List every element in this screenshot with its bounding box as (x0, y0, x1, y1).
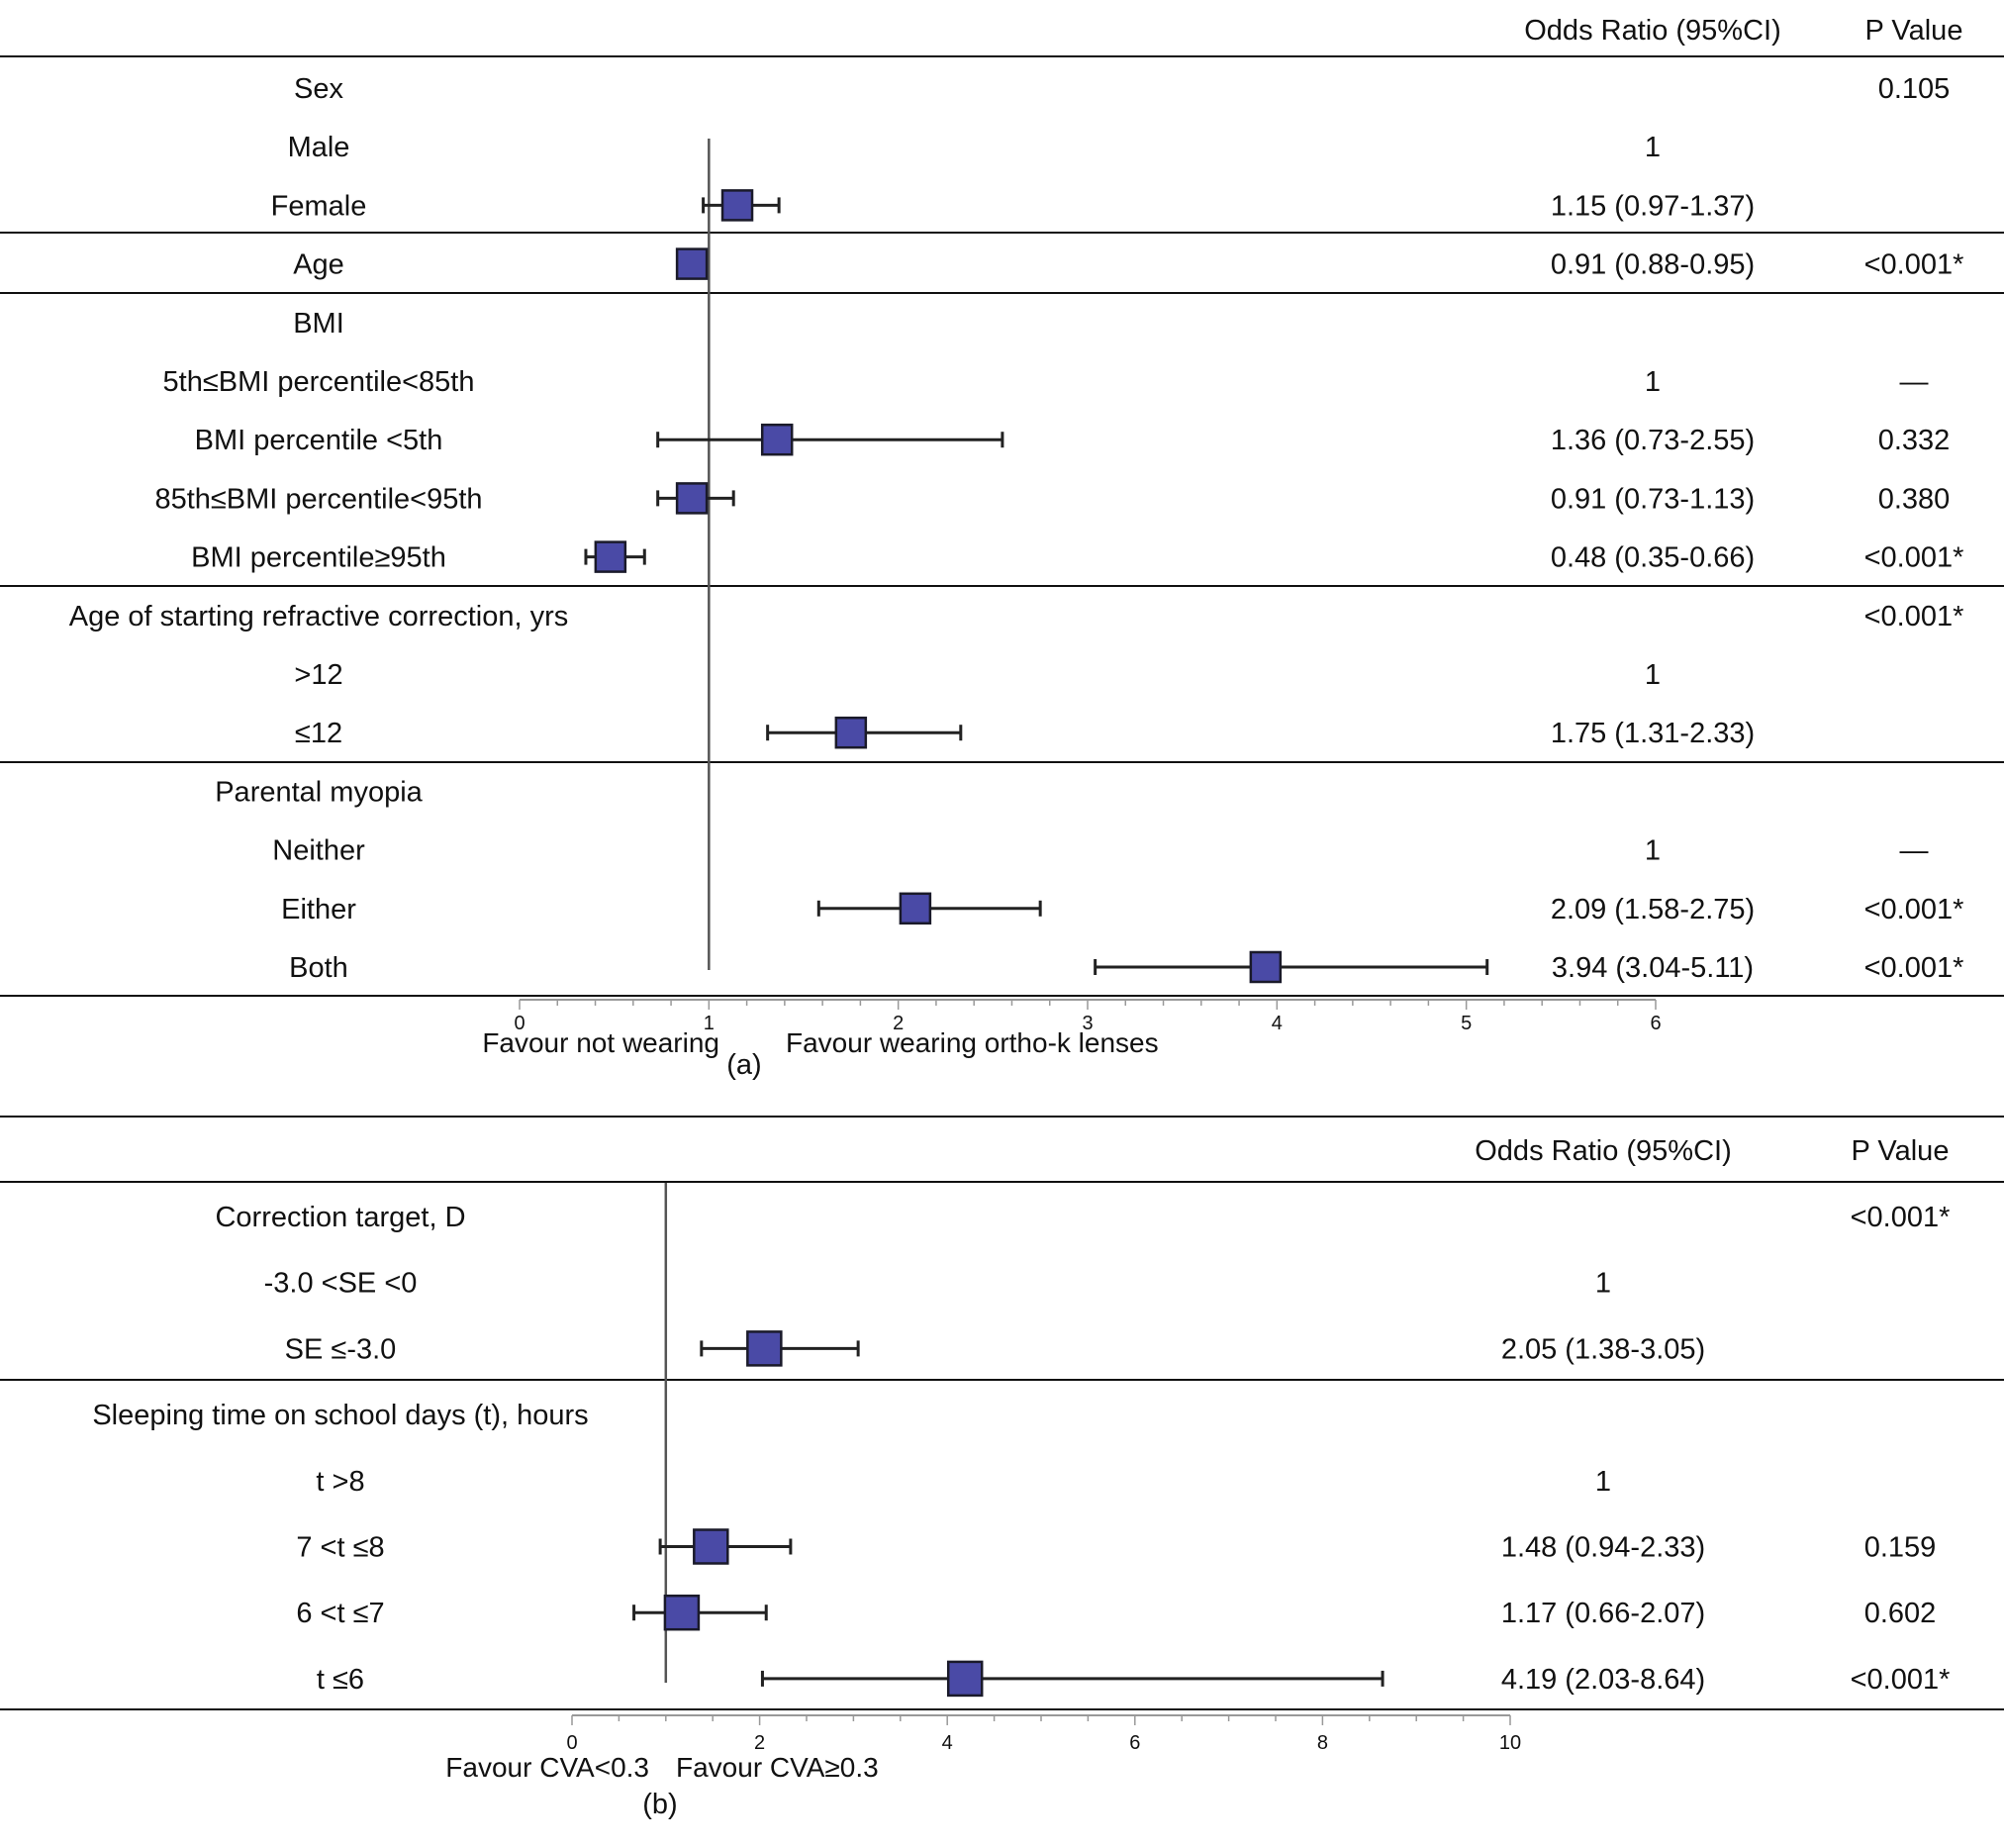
p-value: 0.602 (1864, 1598, 1937, 1629)
odds-ratio-value: 1.15 (0.97-1.37) (1551, 190, 1755, 222)
p-value-header: P Value (1852, 1135, 1950, 1167)
row-label: BMI (293, 308, 344, 340)
x-tick-label: 0 (514, 1013, 525, 1034)
row-label: >12 (294, 659, 342, 691)
p-value: 0.380 (1878, 483, 1951, 515)
favour-left-label: Favour CVA<0.3 (445, 1752, 649, 1783)
odds-ratio-value: 1.17 (0.66-2.07) (1501, 1598, 1705, 1629)
odds-ratio-value: 1 (1595, 1268, 1611, 1300)
p-value: <0.001* (1864, 952, 1964, 984)
odds-ratio-marker (663, 1594, 701, 1631)
odds-ratio-value: 1.48 (0.94-2.33) (1501, 1532, 1705, 1564)
row-label: BMI percentile <5th (195, 425, 443, 456)
favour-right-label: Favour CVA≥0.3 (676, 1752, 879, 1783)
x-tick-label: 10 (1499, 1732, 1521, 1754)
row-label: BMI percentile≥95th (191, 542, 446, 574)
row-label: t ≤6 (317, 1664, 364, 1696)
p-value: — (1900, 835, 1929, 867)
odds-ratio-value: 2.09 (1.58-2.75) (1551, 894, 1755, 925)
odds-ratio-marker (760, 423, 794, 456)
x-tick-label: 3 (1082, 1013, 1093, 1034)
row-label: -3.0 <SE <0 (264, 1268, 418, 1300)
p-value: <0.001* (1864, 249, 1964, 281)
x-tick-label: 6 (1650, 1013, 1661, 1034)
odds-ratio-value: 3.94 (3.04-5.11) (1552, 952, 1754, 984)
p-value-header: P Value (1865, 15, 1963, 47)
panel-b: Odds Ratio (95%CI) P Value Correction targ… (0, 1116, 2004, 1820)
row-label: ≤12 (295, 718, 342, 749)
odds-ratio-marker (675, 247, 709, 280)
p-value: 0.332 (1878, 425, 1951, 456)
x-tick-label: 0 (566, 1732, 577, 1754)
odds-ratio-value: 1 (1645, 132, 1661, 163)
row-label: 6 <t ≤7 (296, 1598, 384, 1629)
x-tick-label: 4 (1272, 1013, 1283, 1034)
odds-ratio-value: 2.05 (1.38-3.05) (1501, 1333, 1705, 1365)
x-tick-label: 2 (893, 1013, 904, 1034)
odds-ratio-value: 1 (1645, 366, 1661, 398)
row-label: Either (281, 894, 356, 925)
odds-ratio-value: 0.91 (0.88-0.95) (1551, 249, 1755, 281)
odds-ratio-marker (675, 482, 709, 515)
row-label: SE ≤-3.0 (285, 1333, 397, 1365)
row-label: 7 <t ≤8 (296, 1532, 384, 1564)
p-value: <0.001* (1864, 894, 1964, 925)
row-label: Sex (294, 73, 343, 105)
odds-ratio-marker (693, 1528, 729, 1565)
panel-caption: (b) (642, 1789, 677, 1820)
favour-right-label: Favour wearing ortho-k lenses (786, 1027, 1159, 1058)
odds-ratio-value: 1 (1595, 1466, 1611, 1498)
row-label: 85th≤BMI percentile<95th (154, 483, 482, 515)
p-value: <0.001* (1864, 601, 1964, 632)
odds-ratio-marker (1249, 950, 1283, 984)
odds-ratio-marker (834, 716, 868, 749)
odds-ratio-value: 0.48 (0.35-0.66) (1551, 542, 1755, 574)
p-value: — (1900, 366, 1929, 398)
row-label: Sleeping time on school days (t), hours (92, 1400, 588, 1431)
row-label: Female (271, 190, 367, 222)
odds-ratio-value: 1 (1645, 835, 1661, 867)
odds-ratio-header: Odds Ratio (95%CI) (1524, 15, 1781, 47)
row-label: Both (289, 952, 348, 984)
x-tick-label: 8 (1317, 1732, 1328, 1754)
row-label: Age (293, 249, 344, 281)
odds-ratio-value: 0.91 (0.73-1.13) (1551, 483, 1755, 515)
row-label: 5th≤BMI percentile<85th (163, 366, 475, 398)
row-label: Neither (272, 835, 365, 867)
odds-ratio-marker (746, 1330, 783, 1367)
x-tick-label: 2 (754, 1732, 765, 1754)
x-tick-label: 6 (1129, 1732, 1140, 1754)
odds-ratio-marker (899, 892, 932, 925)
odds-ratio-value: 4.19 (2.03-8.64) (1501, 1664, 1705, 1696)
x-tick-label: 5 (1461, 1013, 1472, 1034)
row-label: Correction target, D (215, 1202, 465, 1233)
p-value: <0.001* (1851, 1202, 1951, 1233)
panel-caption: (a) (726, 1049, 761, 1081)
odds-ratio-marker (720, 189, 754, 222)
odds-ratio-header: Odds Ratio (95%CI) (1475, 1135, 1732, 1167)
p-value: <0.001* (1851, 1664, 1951, 1696)
favour-left-label: Favour not wearing (482, 1027, 719, 1058)
row-label: Parental myopia (215, 776, 423, 808)
row-label: t >8 (316, 1466, 364, 1498)
x-tick-label: 4 (942, 1732, 953, 1754)
p-value: 0.159 (1864, 1532, 1937, 1564)
odds-ratio-value: 1.36 (0.73-2.55) (1551, 425, 1755, 456)
row-label: Male (288, 132, 350, 163)
x-tick-label: 1 (704, 1013, 715, 1034)
odds-ratio-marker (594, 540, 627, 573)
panel-a: Odds Ratio (95%CI) P Value Sex 0.105 Male 1 Fe… (0, 15, 2004, 1081)
odds-ratio-value: 1.75 (1.31-2.33) (1551, 718, 1755, 749)
row-label: Age of starting refractive correction, y… (69, 601, 568, 632)
p-value: 0.105 (1878, 73, 1951, 105)
p-value: <0.001* (1864, 542, 1964, 574)
odds-ratio-marker (946, 1660, 984, 1698)
odds-ratio-value: 1 (1645, 659, 1661, 691)
